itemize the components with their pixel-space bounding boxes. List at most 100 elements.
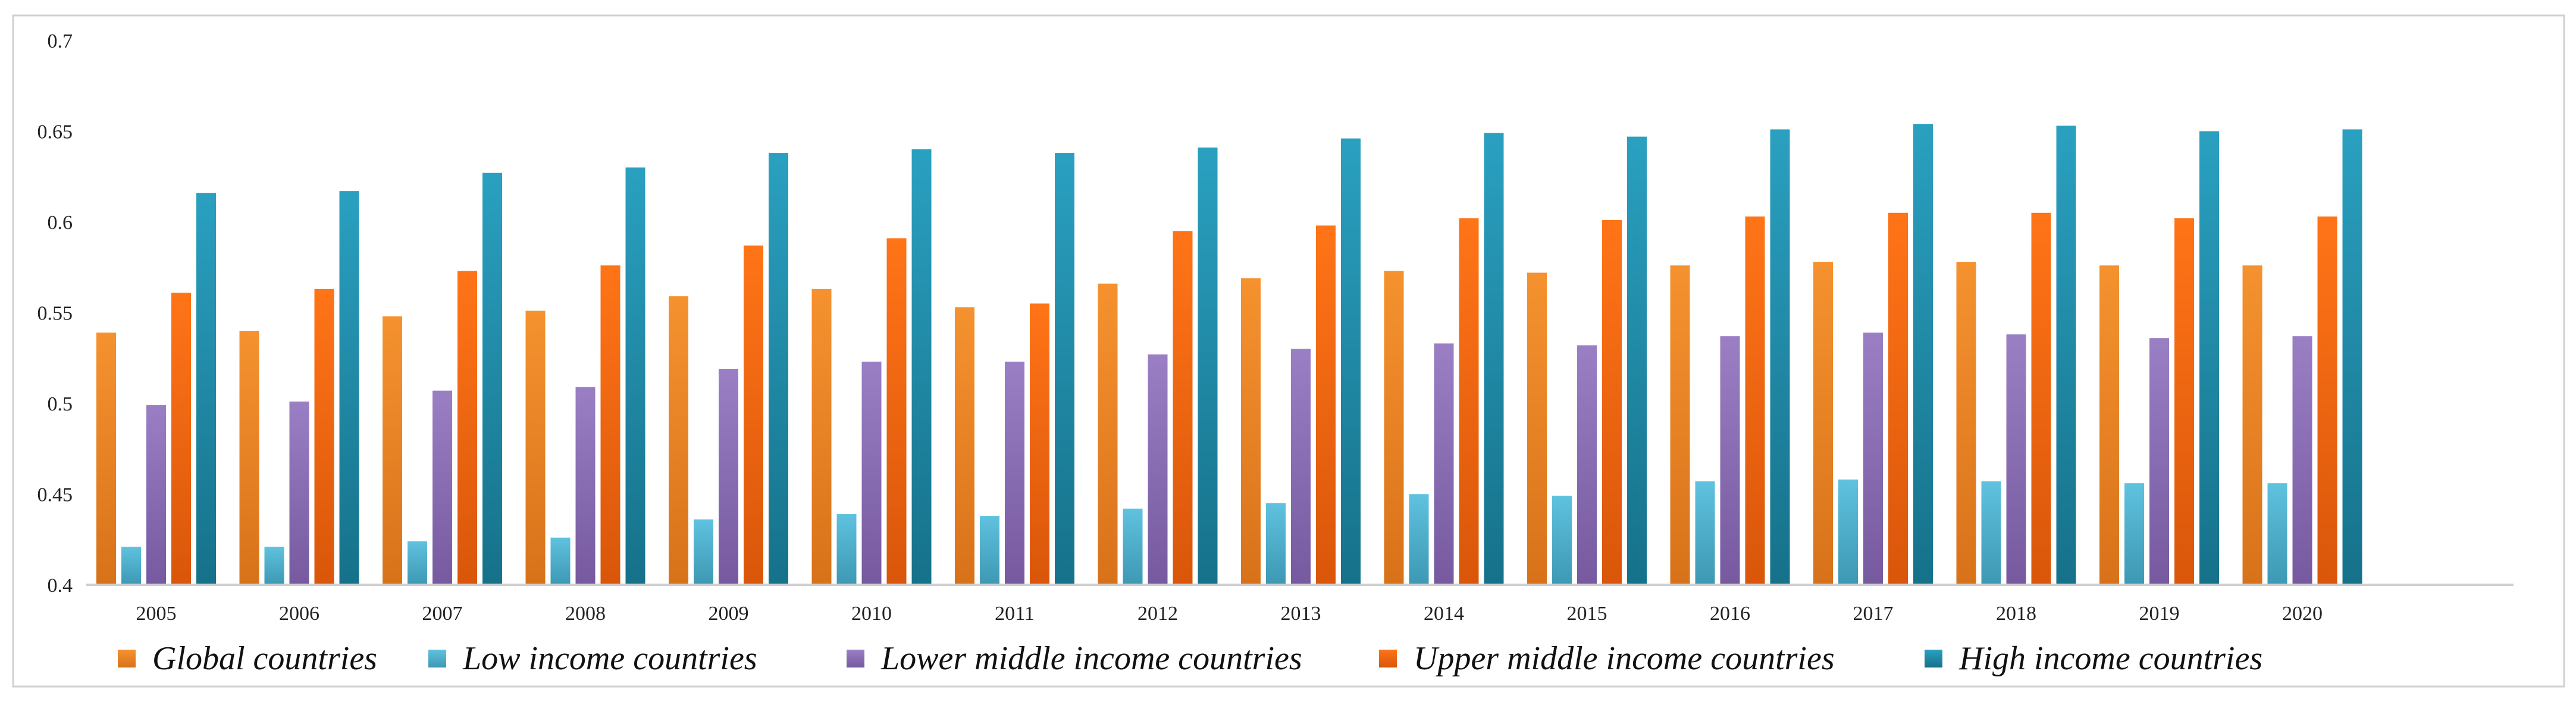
bar-4-2018: [2031, 212, 2051, 585]
y-axis: 0.4 0.45 0.5 0.55 0.6 0.65 0.7: [37, 30, 73, 597]
bar-5-2019: [2199, 131, 2219, 585]
bar-5-2009: [769, 153, 788, 585]
x-tick-label: 2005: [136, 603, 177, 625]
bar-4-2009: [744, 245, 763, 585]
x-tick-label: 2016: [1710, 603, 1750, 625]
bar-4-2007: [457, 271, 477, 585]
legend-label-5: High income countries: [1958, 640, 2262, 677]
bar-5-2013: [1341, 138, 1361, 585]
bar-5-2011: [1055, 153, 1074, 585]
x-tick-label: 2015: [1567, 603, 1607, 625]
x-tick-label: 2008: [565, 603, 606, 625]
bar-1-2020: [2242, 265, 2262, 585]
bar-4-2015: [1602, 220, 1622, 585]
bar-3-2019: [2149, 338, 2169, 585]
bar-2-2012: [1123, 508, 1143, 585]
bar-4-2010: [886, 238, 907, 585]
bar-1-2006: [239, 331, 259, 585]
bar-5-2012: [1198, 147, 1218, 585]
bar-1-2007: [383, 316, 402, 585]
bar-5-2007: [482, 173, 502, 585]
bar-1-2017: [1813, 262, 1833, 585]
x-tick-label: 2006: [279, 603, 319, 625]
bar-5-2015: [1627, 136, 1647, 585]
bar-4-2013: [1316, 225, 1336, 585]
legend-swatch-1: [118, 650, 136, 667]
bar-1-2015: [1527, 272, 1547, 585]
x-tick-label: 2010: [851, 603, 892, 625]
x-tick-label: 2012: [1137, 603, 1178, 625]
y-tick-label: 0.5: [48, 393, 73, 415]
bar-1-2009: [669, 296, 688, 585]
bar-2-2009: [694, 519, 713, 585]
bar-5-2017: [1913, 124, 1933, 585]
x-tick-label: 2014: [1424, 603, 1464, 625]
bar-1-2008: [525, 311, 546, 585]
bar-2-2008: [550, 537, 571, 585]
bar-4-2019: [2174, 218, 2194, 585]
y-tick-label: 0.4: [48, 575, 73, 597]
bars-group: [96, 124, 2362, 585]
bar-5-2008: [625, 167, 645, 585]
bar-5-2006: [339, 191, 359, 585]
bar-3-2014: [1434, 343, 1454, 585]
bar-5-2010: [911, 149, 932, 585]
legend-swatch-5: [1925, 650, 1942, 667]
y-tick-label: 0.55: [37, 303, 73, 325]
x-tick-label: 2019: [2139, 603, 2180, 625]
bar-3-2020: [2292, 336, 2312, 585]
x-tick-label: 2018: [1996, 603, 2036, 625]
bar-4-2014: [1459, 218, 1479, 585]
bar-5-2020: [2342, 129, 2362, 585]
bar-3-2018: [2006, 334, 2026, 585]
bar-2-2006: [264, 546, 284, 585]
x-tick-label: 2007: [422, 603, 463, 625]
y-tick-label: 0.45: [37, 484, 73, 506]
legend-swatch-2: [428, 650, 446, 667]
bar-3-2013: [1291, 349, 1311, 585]
bar-2-2020: [2267, 483, 2287, 585]
bar-3-2016: [1720, 336, 1740, 585]
bar-2-2015: [1552, 496, 1572, 585]
y-tick-label: 0.7: [48, 30, 73, 52]
legend-swatch-3: [847, 650, 864, 667]
bar-1-2010: [811, 289, 832, 585]
bar-3-2008: [575, 387, 596, 585]
bar-5-2014: [1484, 133, 1504, 585]
bar-4-2012: [1173, 231, 1193, 585]
bar-3-2007: [433, 390, 452, 585]
x-tick-label: 2013: [1281, 603, 1321, 625]
bar-1-2016: [1670, 265, 1690, 585]
legend-label-2: Low income countries: [462, 640, 757, 677]
bar-1-2018: [1956, 262, 1976, 585]
y-tick-label: 0.65: [37, 121, 73, 143]
bar-1-2005: [96, 333, 116, 585]
bar-2-2014: [1409, 494, 1429, 585]
bar-1-2011: [955, 307, 974, 585]
bar-3-2017: [1863, 333, 1883, 585]
bar-1-2012: [1098, 283, 1118, 585]
bar-3-2010: [861, 361, 882, 585]
bar-2-2018: [1981, 481, 2001, 585]
bar-2-2013: [1266, 503, 1286, 585]
bar-1-2013: [1241, 278, 1261, 585]
legend-swatch-4: [1379, 650, 1397, 667]
x-tick-label: 2011: [995, 603, 1035, 625]
x-tick-label: 2020: [2282, 603, 2323, 625]
bar-4-2016: [1745, 216, 1765, 585]
bar-2-2019: [2124, 483, 2144, 585]
legend-label-1: Global countries: [152, 640, 377, 677]
x-axis: 2005 2006 2007 2008 2009 2010 2011 2012 2013 2014…: [86, 584, 2514, 625]
y-tick-label: 0.6: [48, 212, 73, 234]
bar-4-2006: [314, 289, 334, 585]
x-tick-label: 2009: [709, 603, 749, 625]
bar-2-2011: [980, 516, 999, 585]
legend-label-3: Lower middle income countries: [880, 640, 1302, 677]
bar-3-2005: [146, 405, 166, 585]
bar-2-2005: [121, 546, 141, 585]
bar-4-2011: [1030, 303, 1049, 585]
bar-4-2005: [171, 292, 191, 585]
bar-3-2012: [1148, 354, 1168, 585]
bar-5-2018: [2056, 126, 2076, 585]
